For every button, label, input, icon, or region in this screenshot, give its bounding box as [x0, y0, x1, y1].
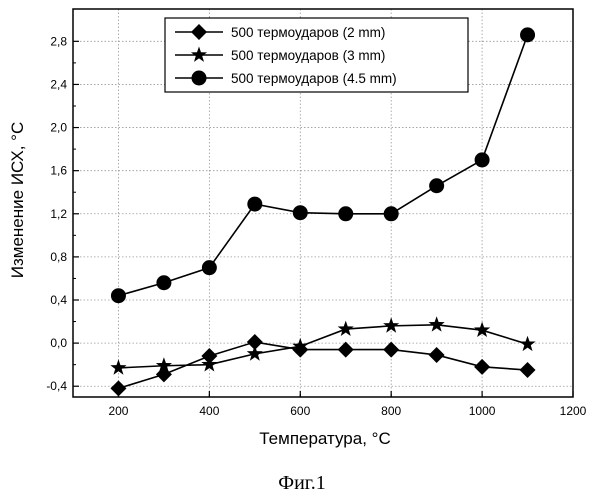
legend-label: 500 термоударов (4.5 mm) [231, 71, 397, 86]
data-point-star [383, 317, 399, 332]
legend: 500 термоударов (2 mm) 500 термоударов (3… [165, 18, 468, 92]
data-point-diamond [338, 342, 354, 358]
data-point-star [338, 321, 354, 336]
x-tick-label: 1200 [560, 404, 587, 418]
y-tick-label: 0,4 [50, 293, 67, 307]
x-tick-label: 800 [381, 404, 401, 418]
x-tick-label: 600 [290, 404, 310, 418]
x-tick-label: 200 [108, 404, 128, 418]
data-point-diamond [383, 342, 399, 358]
y-tick-label: -0,4 [46, 379, 67, 393]
data-point-diamond [474, 359, 490, 375]
data-point-diamond [110, 380, 126, 396]
y-tick-label: 0,0 [50, 336, 67, 350]
data-point-star [247, 345, 263, 360]
y-tick-label: 1,6 [50, 164, 67, 178]
x-tick-label: 1000 [469, 404, 496, 418]
y-tick-label: 2,0 [50, 121, 67, 135]
x-tick-label: 400 [199, 404, 219, 418]
y-tick-label: 2,4 [50, 77, 67, 91]
figure-caption: Фиг.1 [278, 472, 325, 494]
data-point-star [110, 359, 126, 374]
data-point-circle [247, 197, 262, 212]
data-point-circle [202, 260, 217, 275]
legend-marker-circle [192, 71, 207, 86]
data-point-star [519, 336, 535, 351]
data-point-diamond [520, 362, 536, 378]
data-point-circle [475, 152, 490, 167]
data-point-circle [520, 27, 535, 42]
data-point-circle [156, 275, 171, 290]
data-point-circle [293, 205, 308, 220]
y-tick-label: 1,2 [50, 207, 67, 221]
y-tick-label: 2,8 [50, 34, 67, 48]
y-tick-label: 0,8 [50, 250, 67, 264]
data-point-circle [384, 206, 399, 221]
y-axis-title: Изменение ИСХ, °C [8, 122, 27, 278]
legend-label: 500 термоударов (3 mm) [231, 48, 385, 63]
x-axis-title: Температура, °C [259, 429, 390, 448]
data-point-diamond [429, 347, 445, 363]
series-line [118, 325, 527, 368]
data-point-star [429, 316, 445, 331]
data-point-circle [429, 178, 444, 193]
series-star [110, 316, 535, 374]
legend-label: 500 термоударов (2 mm) [231, 25, 385, 40]
data-point-circle [338, 206, 353, 221]
data-point-circle [111, 288, 126, 303]
